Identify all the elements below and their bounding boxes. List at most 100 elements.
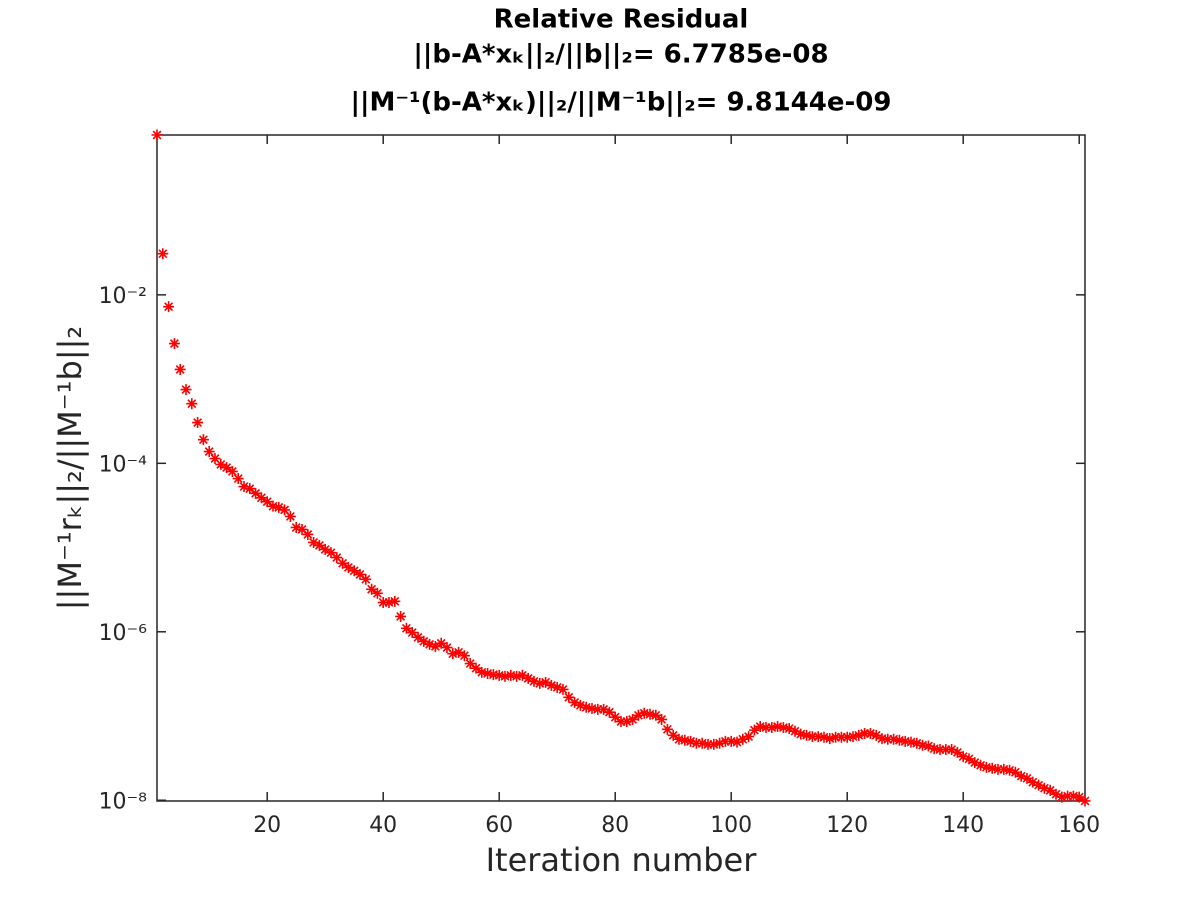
marker (290, 522, 302, 534)
y-tick-label: 10⁻⁶ (99, 621, 148, 646)
marker (888, 733, 900, 745)
marker (818, 731, 830, 743)
x-tick-label: 160 (1058, 813, 1100, 838)
marker (545, 679, 557, 691)
marker (986, 762, 998, 774)
marker (876, 733, 888, 745)
marker (772, 721, 784, 733)
marker (470, 662, 482, 674)
marker (603, 706, 615, 718)
marker (998, 763, 1010, 775)
marker (922, 740, 934, 752)
marker (151, 129, 163, 141)
marker (928, 743, 940, 755)
marker (371, 587, 383, 599)
marker (238, 481, 250, 493)
marker (226, 465, 238, 477)
x-tick-label: 120 (826, 813, 868, 838)
marker (435, 637, 447, 649)
marker (963, 753, 975, 765)
marker (180, 384, 192, 396)
marker (528, 675, 540, 687)
marker (760, 722, 772, 734)
marker (429, 640, 441, 652)
marker (801, 729, 813, 741)
marker (696, 737, 708, 749)
marker (946, 744, 958, 756)
marker (308, 536, 320, 548)
marker (627, 713, 639, 725)
marker (1021, 772, 1033, 784)
chart-title: Relative Residual (494, 5, 749, 35)
marker (406, 627, 418, 639)
marker (487, 669, 499, 681)
marker (348, 565, 360, 577)
marker (215, 458, 227, 470)
marker (702, 738, 714, 750)
x-tick-label: 20 (253, 813, 281, 838)
marker (812, 731, 824, 743)
marker (296, 523, 308, 535)
marker (250, 487, 262, 499)
marker (598, 703, 610, 715)
marker (534, 677, 546, 689)
marker (400, 622, 412, 634)
marker (934, 744, 946, 756)
marker (580, 701, 592, 713)
marker (777, 722, 789, 734)
marker (731, 736, 743, 748)
marker (540, 676, 552, 688)
marker (690, 737, 702, 749)
marker (395, 610, 407, 622)
marker (789, 725, 801, 737)
marker (168, 338, 180, 350)
marker (1027, 776, 1039, 788)
marker (1015, 770, 1027, 782)
marker (864, 728, 876, 740)
marker (615, 716, 627, 728)
marker (458, 650, 470, 662)
x-tick-label: 100 (710, 813, 752, 838)
marker (493, 669, 505, 681)
marker (841, 731, 853, 743)
marker (279, 504, 291, 516)
marker (980, 761, 992, 773)
marker (313, 539, 325, 551)
marker (1067, 790, 1079, 802)
marker (899, 735, 911, 747)
marker (754, 721, 766, 733)
marker (656, 713, 668, 725)
y-axis-label: ||M⁻¹rₖ||₂/||M⁻¹b||₂ (51, 326, 89, 610)
marker (360, 573, 372, 585)
marker (569, 696, 581, 708)
marker (174, 363, 186, 375)
marker (244, 483, 256, 495)
marker (992, 763, 1004, 775)
marker (192, 417, 204, 429)
marker (186, 398, 198, 410)
marker (748, 724, 760, 736)
marker (383, 596, 395, 608)
marker (1044, 784, 1056, 796)
marker (870, 729, 882, 741)
marker (1062, 790, 1074, 802)
marker (377, 596, 389, 608)
x-tick-label: 60 (485, 813, 513, 838)
marker (557, 683, 569, 695)
marker (609, 711, 621, 723)
marker (835, 731, 847, 743)
marker (650, 709, 662, 721)
marker (859, 728, 871, 740)
marker (337, 557, 349, 569)
marker (714, 737, 726, 749)
marker (412, 631, 424, 643)
marker (830, 731, 842, 743)
marker (783, 723, 795, 735)
marker (464, 658, 476, 670)
marker (1009, 766, 1021, 778)
marker (824, 733, 836, 745)
marker (969, 757, 981, 769)
marker (661, 723, 673, 735)
marker (551, 681, 563, 693)
